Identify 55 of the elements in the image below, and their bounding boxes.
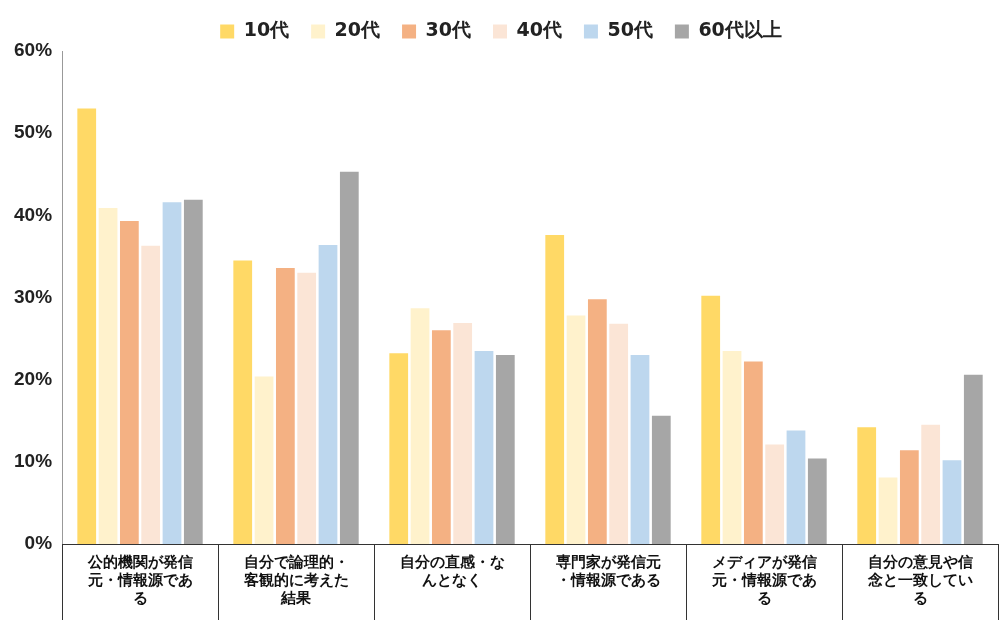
- bar: [963, 374, 983, 544]
- bar: [786, 430, 806, 544]
- bar: [119, 221, 139, 544]
- legend-label: 30代: [425, 18, 472, 41]
- legend-label: 20代: [334, 18, 381, 41]
- bar: [807, 458, 827, 544]
- bar: [318, 244, 338, 544]
- x-tick-label: 自分の意見や信念と一致している: [866, 553, 973, 607]
- bar: [98, 207, 118, 544]
- y-tick-label: 60%: [14, 39, 53, 61]
- bar: [254, 376, 274, 544]
- bar: [942, 460, 962, 544]
- bar: [141, 245, 161, 544]
- bar: [275, 267, 295, 544]
- y-tick-label: 40%: [14, 203, 53, 225]
- bar: [339, 171, 359, 544]
- bar: [474, 350, 494, 544]
- bar: [587, 299, 607, 544]
- x-tick-label: 自分の直感・なんとなく: [399, 553, 505, 589]
- x-tick-label: 自分で論理的・客観的に考えた結果: [242, 553, 349, 607]
- bar: [233, 260, 253, 544]
- bar: [495, 355, 515, 544]
- legend-label: 50代: [607, 18, 653, 41]
- bar: [431, 330, 451, 544]
- bar: [410, 308, 430, 544]
- bar: [389, 353, 409, 544]
- y-tick-label: 20%: [14, 367, 53, 389]
- legend-label: 10代: [243, 18, 290, 41]
- y-tick-label: 50%: [14, 121, 53, 143]
- legend-label: 60代以上: [698, 18, 782, 41]
- bar: [899, 450, 919, 544]
- bar: [630, 355, 650, 544]
- bar: [701, 295, 721, 544]
- bar: [453, 322, 473, 544]
- bar: [183, 199, 203, 544]
- bar: [566, 315, 586, 544]
- x-tick-label: メディアが発信元・情報源である: [710, 553, 817, 607]
- bar: [162, 202, 182, 544]
- bar: [545, 235, 565, 544]
- y-tick-label: 0%: [24, 532, 53, 554]
- y-tick-label: 30%: [14, 285, 53, 307]
- bar: [743, 361, 763, 544]
- bar: [878, 477, 898, 544]
- legend-label: 40代: [516, 18, 562, 41]
- bar: [765, 444, 785, 544]
- y-tick-label: 10%: [14, 450, 53, 472]
- bar: [297, 272, 317, 544]
- bar: [651, 415, 671, 544]
- bar: [77, 108, 97, 544]
- bar: [609, 323, 629, 544]
- x-tick-label: 公的機関が発信元・情報源である: [86, 553, 193, 607]
- x-tick-label: 専門家が発信元・情報源である: [554, 553, 661, 589]
- bar: [857, 427, 877, 544]
- bar: [722, 350, 742, 544]
- bar: [921, 424, 941, 544]
